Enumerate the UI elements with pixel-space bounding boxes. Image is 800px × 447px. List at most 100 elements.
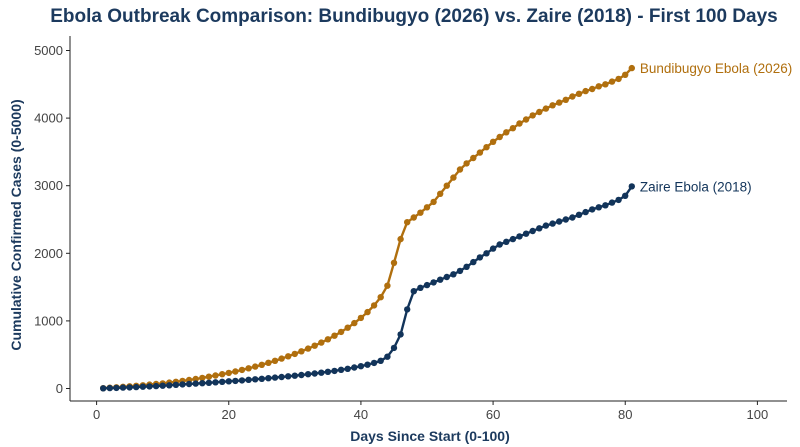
data-point <box>351 364 358 371</box>
data-point <box>152 382 160 390</box>
data-point <box>291 350 298 358</box>
data-point <box>496 133 503 141</box>
data-point <box>450 271 457 278</box>
data-point <box>291 372 298 379</box>
data-point <box>595 204 602 211</box>
x-tick-label: 20 <box>222 407 236 422</box>
series-2: Zaire Ebola (2018) <box>100 179 752 392</box>
data-point <box>615 75 622 83</box>
data-point <box>357 363 365 370</box>
data-point <box>423 281 431 289</box>
data-point <box>397 235 404 243</box>
data-point <box>529 112 536 119</box>
data-point <box>192 380 199 387</box>
data-point <box>522 116 530 123</box>
data-point <box>278 373 285 381</box>
data-point <box>126 384 133 391</box>
data-point <box>331 332 338 339</box>
data-point <box>430 279 437 286</box>
data-point <box>245 365 252 372</box>
data-point <box>423 204 431 211</box>
data-point <box>430 198 437 206</box>
data-point <box>232 368 239 375</box>
y-tick-label: 1000 <box>34 313 63 328</box>
data-point <box>192 375 199 383</box>
data-point <box>503 238 510 245</box>
data-point <box>443 182 450 189</box>
x-tick-label: 80 <box>618 407 632 422</box>
data-point <box>483 250 490 257</box>
data-point <box>304 345 312 352</box>
data-point <box>311 342 318 349</box>
data-point <box>556 218 563 225</box>
x-tick-label: 100 <box>747 407 769 422</box>
data-point <box>536 225 543 232</box>
data-point <box>265 359 272 366</box>
data-point <box>516 120 523 127</box>
data-point <box>225 369 232 377</box>
data-point <box>390 259 398 266</box>
data-point <box>575 90 583 98</box>
data-point <box>404 306 411 313</box>
data-point <box>450 174 457 181</box>
data-point <box>324 336 332 343</box>
chart-title: Ebola Outbreak Comparison: Bundibugyo (2… <box>50 6 777 27</box>
data-point <box>384 353 391 360</box>
data-point <box>569 93 576 100</box>
data-point <box>628 64 635 72</box>
y-tick-label: 2000 <box>34 246 63 261</box>
data-point <box>212 379 219 386</box>
data-point <box>238 366 246 374</box>
data-point <box>278 355 285 362</box>
data-point <box>199 380 206 387</box>
data-point <box>238 377 246 384</box>
data-point <box>410 288 417 295</box>
data-point <box>311 370 318 377</box>
data-point <box>622 71 629 79</box>
data-point <box>582 208 589 216</box>
data-point <box>377 357 384 364</box>
data-point <box>390 344 398 352</box>
data-point <box>516 233 523 240</box>
data-point <box>212 372 219 379</box>
data-point <box>437 276 444 283</box>
series-layer: Bundibugyo Ebola (2026) Zaire Ebola (2018… <box>100 61 792 392</box>
data-point <box>139 383 147 390</box>
data-point <box>470 258 477 266</box>
data-point <box>602 81 609 88</box>
data-point <box>113 384 120 392</box>
y-tick-label: 5000 <box>34 43 63 58</box>
data-point <box>562 216 569 223</box>
data-point <box>410 214 417 221</box>
data-point <box>595 83 602 90</box>
data-point <box>417 209 424 216</box>
series-label: Bundibugyo Ebola (2026) <box>640 61 792 76</box>
data-point <box>331 367 338 375</box>
data-point <box>159 382 166 389</box>
data-point <box>252 363 259 370</box>
y-tick-label: 3000 <box>34 178 63 193</box>
data-point <box>146 383 153 390</box>
data-point <box>133 383 140 391</box>
data-point <box>496 241 503 248</box>
data-point <box>271 357 279 364</box>
data-point <box>622 192 629 199</box>
data-point <box>470 154 477 162</box>
data-point <box>219 378 226 385</box>
data-point <box>522 230 530 237</box>
data-point <box>324 368 332 375</box>
x-tick-label: 40 <box>354 407 368 422</box>
data-point <box>100 385 107 392</box>
data-point <box>615 196 622 204</box>
data-point <box>185 380 193 388</box>
data-point <box>417 284 424 291</box>
data-point <box>589 85 596 93</box>
data-point <box>370 302 378 309</box>
data-point <box>489 245 497 252</box>
data-point <box>199 374 206 382</box>
data-point <box>456 267 464 275</box>
data-point <box>271 374 279 381</box>
data-point <box>265 375 272 382</box>
data-point <box>219 371 226 378</box>
